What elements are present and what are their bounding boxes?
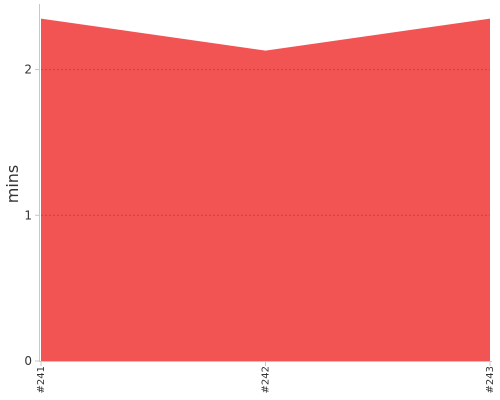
- plot-area: [41, 18, 490, 361]
- y-tick-label-1: 1: [24, 208, 32, 222]
- y-tick-label-0: 0: [24, 354, 32, 368]
- x-ticks: #241 #242 #243: [36, 362, 496, 393]
- grid-lines: [41, 69, 490, 216]
- axes: [39, 4, 492, 362]
- y-axis-label: mins: [3, 165, 22, 204]
- x-tick-label-243: #243: [485, 366, 496, 393]
- x-tick-label-242: #242: [261, 366, 272, 393]
- x-tick-label-241: #241: [36, 366, 47, 393]
- y-tick-label-2: 2: [24, 63, 32, 77]
- area-series-0: [41, 18, 490, 361]
- y-ticks: 0 1 2: [24, 63, 40, 368]
